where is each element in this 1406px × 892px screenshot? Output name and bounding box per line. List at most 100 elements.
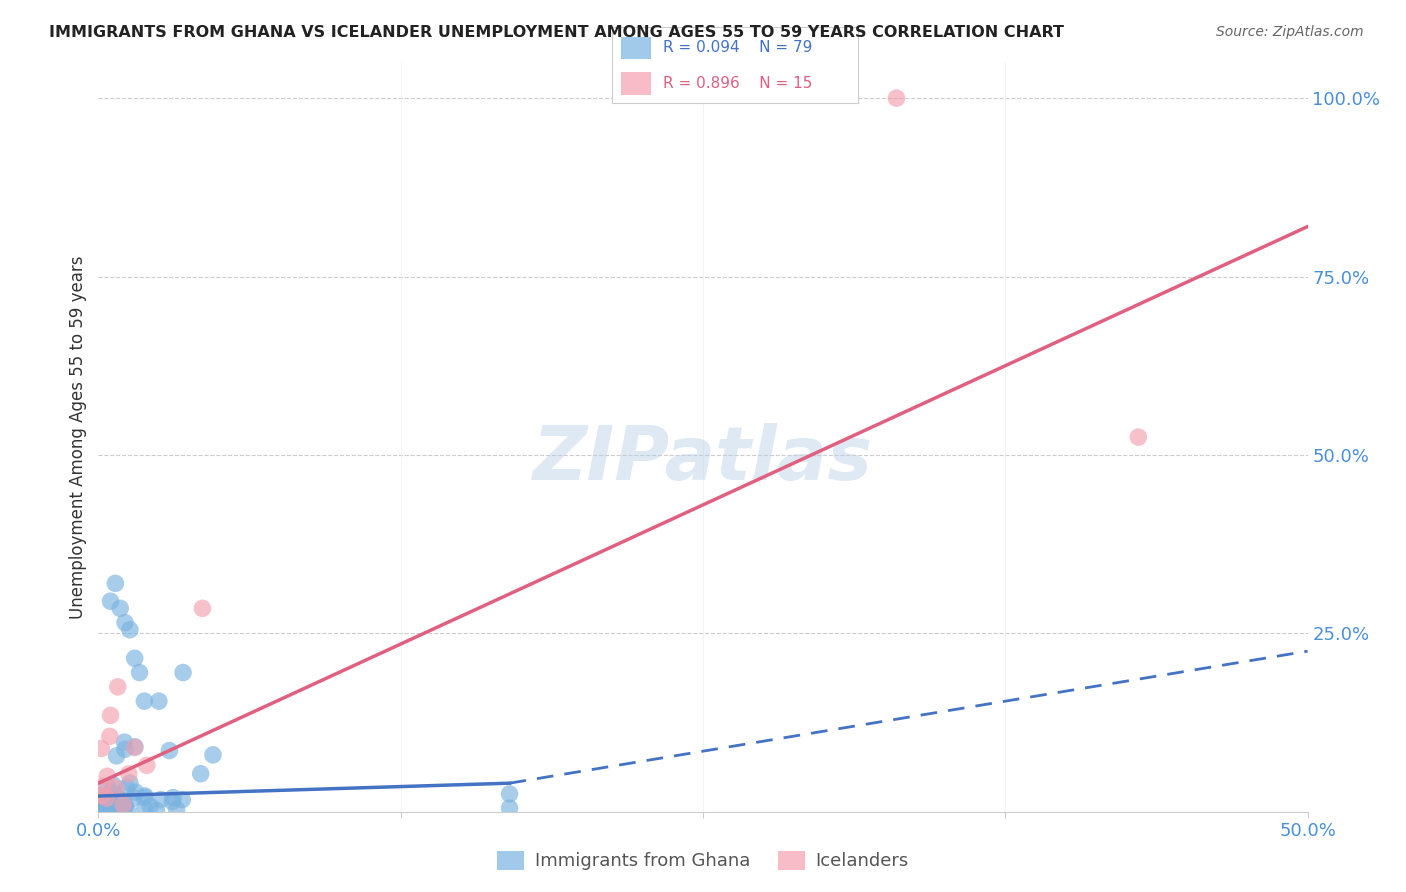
Point bbox=[89, 805, 111, 819]
Point bbox=[162, 795, 184, 809]
Point bbox=[172, 792, 194, 806]
Point bbox=[90, 803, 112, 817]
Point bbox=[100, 799, 122, 814]
Point bbox=[124, 785, 146, 799]
Point bbox=[145, 804, 167, 818]
Point bbox=[191, 601, 214, 615]
Text: Source: ZipAtlas.com: Source: ZipAtlas.com bbox=[1216, 25, 1364, 39]
Point bbox=[98, 793, 121, 807]
Point bbox=[94, 799, 117, 814]
Point bbox=[117, 804, 139, 818]
Point bbox=[100, 791, 122, 805]
Point bbox=[108, 601, 131, 615]
Point bbox=[96, 769, 118, 783]
Point bbox=[114, 797, 136, 811]
Point bbox=[96, 791, 118, 805]
Point bbox=[93, 801, 115, 815]
Point bbox=[100, 594, 122, 608]
Point bbox=[190, 766, 212, 780]
Point bbox=[93, 802, 115, 816]
Point bbox=[97, 780, 120, 794]
Point bbox=[94, 805, 117, 819]
Point bbox=[112, 797, 135, 812]
Point bbox=[107, 792, 129, 806]
Text: ZIPatlas: ZIPatlas bbox=[533, 423, 873, 496]
Point bbox=[90, 741, 112, 756]
Point bbox=[101, 795, 124, 809]
Point bbox=[90, 789, 112, 803]
Legend: Immigrants from Ghana, Icelanders: Immigrants from Ghana, Icelanders bbox=[491, 844, 915, 878]
Point bbox=[101, 805, 124, 819]
Point bbox=[100, 708, 122, 723]
Point bbox=[134, 802, 156, 816]
Point bbox=[108, 792, 131, 806]
Point bbox=[107, 680, 129, 694]
Point bbox=[166, 802, 188, 816]
Point bbox=[134, 789, 156, 803]
Point bbox=[96, 791, 118, 805]
Point bbox=[172, 665, 194, 680]
Point bbox=[91, 800, 114, 814]
Point bbox=[112, 798, 135, 813]
Point bbox=[124, 739, 146, 754]
Point bbox=[118, 623, 141, 637]
Point bbox=[96, 792, 118, 806]
Point bbox=[149, 792, 172, 806]
Point bbox=[108, 794, 131, 808]
Point bbox=[104, 781, 127, 796]
Point bbox=[111, 804, 134, 818]
Point bbox=[103, 778, 125, 792]
Point bbox=[98, 799, 121, 814]
Point bbox=[105, 799, 128, 814]
Point bbox=[114, 615, 136, 630]
Point bbox=[100, 786, 122, 800]
Point bbox=[134, 694, 156, 708]
Point bbox=[1128, 430, 1150, 444]
Point bbox=[114, 742, 136, 756]
Point bbox=[89, 789, 111, 803]
Text: R = 0.094    N = 79: R = 0.094 N = 79 bbox=[664, 40, 813, 55]
Point bbox=[115, 780, 138, 795]
Point bbox=[98, 796, 121, 810]
Text: IMMIGRANTS FROM GHANA VS ICELANDER UNEMPLOYMENT AMONG AGES 55 TO 59 YEARS CORREL: IMMIGRANTS FROM GHANA VS ICELANDER UNEMP… bbox=[49, 25, 1064, 40]
Point bbox=[122, 791, 145, 805]
Text: R = 0.896    N = 15: R = 0.896 N = 15 bbox=[664, 76, 813, 91]
Point bbox=[98, 789, 121, 804]
Point bbox=[128, 665, 150, 680]
Point bbox=[96, 795, 118, 809]
Point bbox=[97, 800, 120, 814]
Point bbox=[104, 787, 127, 801]
Point bbox=[110, 802, 132, 816]
Point bbox=[114, 799, 136, 814]
Point bbox=[159, 743, 181, 757]
Point bbox=[93, 801, 115, 815]
Point bbox=[134, 790, 156, 805]
Point bbox=[201, 747, 224, 762]
Point bbox=[124, 740, 146, 755]
Point bbox=[91, 780, 114, 794]
Point bbox=[498, 787, 520, 801]
Point bbox=[101, 800, 124, 814]
Point bbox=[98, 794, 121, 808]
Point bbox=[89, 804, 111, 818]
Point bbox=[104, 576, 127, 591]
Point bbox=[886, 91, 908, 105]
Point bbox=[96, 803, 118, 817]
Y-axis label: Unemployment Among Ages 55 to 59 years: Unemployment Among Ages 55 to 59 years bbox=[69, 255, 87, 619]
Bar bbox=[621, 72, 651, 95]
Point bbox=[135, 758, 157, 772]
Point bbox=[97, 801, 120, 815]
Point bbox=[114, 735, 136, 749]
Point bbox=[101, 797, 124, 811]
Point bbox=[91, 804, 114, 818]
Bar bbox=[621, 37, 651, 60]
Point bbox=[148, 694, 170, 708]
Point bbox=[162, 790, 184, 805]
Point bbox=[105, 748, 128, 763]
Point bbox=[98, 730, 121, 744]
Point bbox=[498, 801, 520, 815]
Point bbox=[103, 801, 125, 815]
Point bbox=[98, 801, 121, 815]
Point bbox=[139, 799, 162, 814]
Point bbox=[118, 776, 141, 790]
